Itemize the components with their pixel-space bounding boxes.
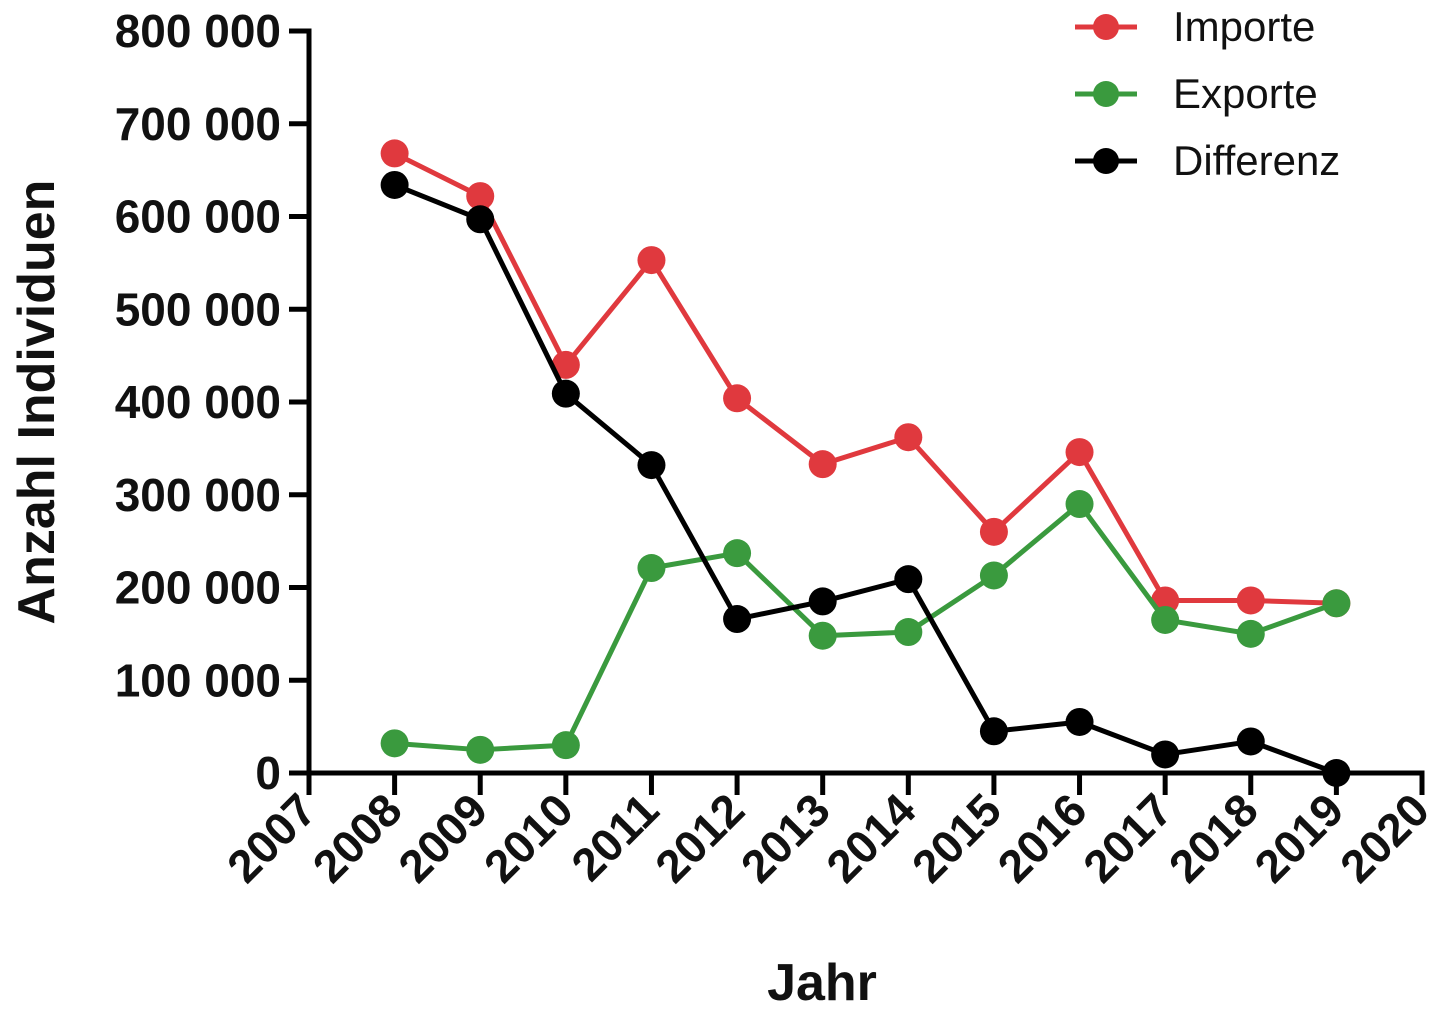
data-point: [979, 561, 1008, 590]
data-point: [723, 384, 752, 413]
x-tick-label: 2018: [1159, 783, 1268, 892]
legend-marker: [1093, 14, 1119, 40]
data-point: [894, 618, 923, 647]
series-line-exporte: [394, 501, 1338, 753]
x-tick-label: 2014: [816, 783, 925, 892]
data-point: [894, 423, 923, 452]
data-point: [637, 246, 666, 275]
data-point: [979, 517, 1008, 546]
data-point: [551, 379, 580, 408]
data-point: [1065, 707, 1094, 736]
data-point: [723, 605, 752, 634]
x-tick-label: 2008: [303, 783, 412, 892]
x-tick-label: 2007: [217, 783, 326, 892]
axes: 0 100 000 200 000 300 000 400 000 500 000 600 …: [115, 5, 1439, 892]
x-tick-label: 2012: [645, 783, 754, 892]
y-tick-label: 500 000: [115, 283, 281, 335]
legend-item-exporte: Exporte: [1075, 70, 1318, 117]
data-point: [551, 731, 580, 760]
data-point: [380, 139, 409, 168]
data-point: [380, 170, 409, 199]
data-point: [1322, 589, 1351, 618]
legend-item-differenz: Differenz: [1075, 137, 1340, 184]
data-point: [1151, 605, 1180, 634]
data-point: [466, 735, 495, 764]
series-differenz: [380, 170, 1351, 787]
series-importe: [380, 139, 1351, 618]
data-point: [1236, 586, 1265, 615]
series-line-differenz: [393, 182, 1338, 776]
data-point: [551, 350, 580, 379]
x-tick-label: 2019: [1244, 783, 1353, 892]
x-tick-label: 2011: [561, 783, 668, 890]
data-point: [637, 554, 666, 583]
x-tick-label: 2013: [731, 783, 840, 892]
data-point: [1236, 619, 1265, 648]
legend: Importe Exporte Differenz: [1075, 3, 1340, 184]
data-point: [1065, 438, 1094, 467]
x-tick-label: 2016: [987, 783, 1096, 892]
series-exporte: [380, 490, 1351, 764]
series-line-importe: [393, 151, 1337, 606]
data-point: [637, 451, 666, 480]
data-point: [808, 450, 837, 479]
series-group: [380, 139, 1351, 787]
x-tick-label: 2009: [388, 783, 497, 892]
data-point: [894, 565, 923, 594]
data-point: [466, 205, 495, 234]
data-point: [1151, 740, 1180, 769]
x-tick-label: 2010: [474, 783, 583, 892]
legend-marker: [1093, 81, 1119, 107]
data-point: [979, 717, 1008, 746]
y-tick-label: 400 000: [115, 376, 281, 428]
y-tick-label: 300 000: [115, 469, 281, 521]
data-point: [466, 182, 495, 211]
y-tick-label: 800 000: [115, 5, 281, 57]
data-point: [1065, 490, 1094, 519]
x-axis-title: Jahr: [767, 954, 877, 1012]
data-point: [1322, 759, 1351, 787]
legend-label: Differenz: [1173, 137, 1340, 184]
legend-label: Importe: [1173, 3, 1315, 50]
y-tick-label: 100 000: [115, 654, 281, 706]
data-point: [1236, 727, 1265, 756]
data-point: [723, 539, 752, 568]
legend-marker: [1093, 148, 1119, 174]
legend-item-importe: Importe: [1075, 3, 1315, 50]
x-tick-label: 2015: [902, 783, 1011, 892]
y-tick-label: 0: [255, 747, 281, 799]
data-point: [380, 729, 409, 758]
x-tick-label: 2017: [1073, 783, 1182, 892]
y-tick-label: 700 000: [115, 98, 281, 150]
data-point: [808, 587, 837, 616]
y-tick-label: 600 000: [115, 191, 281, 243]
y-tick-label: 200 000: [115, 562, 281, 614]
y-axis-title: Anzahl Individuen: [8, 180, 66, 625]
legend-label: Exporte: [1173, 70, 1318, 117]
x-tick-label: 2020: [1330, 783, 1439, 892]
data-point: [808, 621, 837, 650]
